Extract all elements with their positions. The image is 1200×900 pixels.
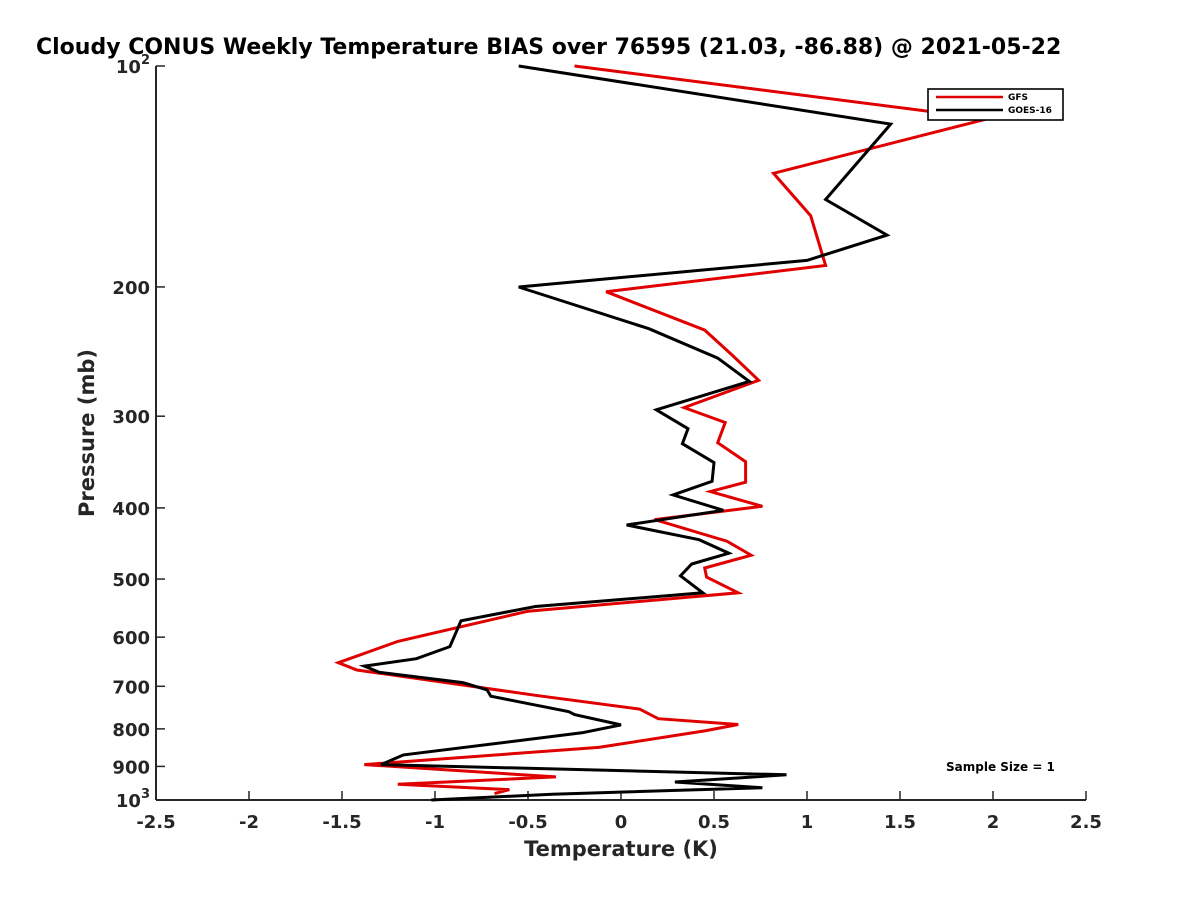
x-tick-label: -1 <box>425 812 445 833</box>
y-tick-base: 10 <box>116 791 141 812</box>
x-tick-label: -1.5 <box>322 812 361 833</box>
legend-box <box>927 88 1064 121</box>
series-lines <box>334 64 988 802</box>
x-axis-label: Temperature (K) <box>524 837 718 861</box>
plot-area: -2.5 -2 -1.5 -1 -0.5 0 0.5 1 1.5 2 2.5 10220030040… <box>112 53 1102 833</box>
y-tick-label: 500 <box>112 570 150 591</box>
x-tick-label: 0 <box>615 812 628 833</box>
y-tick-label: 103 <box>116 787 150 812</box>
y-tick-label: 800 <box>112 720 150 741</box>
y-tick-label: 900 <box>112 757 150 778</box>
x-tick-label: 2.5 <box>1070 812 1102 833</box>
x-tick-label: 0.5 <box>698 812 730 833</box>
series-line-goes16 <box>358 64 894 802</box>
y-axis-label: Pressure (mb) <box>75 349 99 517</box>
y-tick-label: 300 <box>112 407 150 428</box>
y-tick-label: 700 <box>112 677 150 698</box>
y-tick-label: 200 <box>112 278 150 299</box>
series-line-gfs <box>334 64 988 796</box>
x-ticks: -2.5 -2 -1.5 -1 -0.5 0 0.5 1 1.5 2 2.5 <box>136 791 1102 833</box>
x-tick-label: 1.5 <box>884 812 916 833</box>
legend-label-gfs: GFS <box>1008 93 1028 103</box>
y-tick-exponent: 2 <box>141 53 150 68</box>
x-tick-label: -0.5 <box>508 812 547 833</box>
y-tick-base: 10 <box>116 57 141 78</box>
legend-label-goes16: GOES-16 <box>1008 106 1052 116</box>
y-tick-label: 102 <box>116 53 150 78</box>
sample-size-annotation: Sample Size = 1 <box>946 760 1055 774</box>
x-tick-label: 1 <box>801 812 814 833</box>
x-tick-label: 2 <box>987 812 1000 833</box>
legend: GFS GOES-16 <box>927 88 1064 121</box>
chart-title: Cloudy CONUS Weekly Temperature BIAS ove… <box>36 35 1061 60</box>
y-tick-label: 400 <box>112 499 150 520</box>
x-tick-label: -2 <box>239 812 259 833</box>
y-tick-label: 600 <box>112 628 150 649</box>
y-tick-exponent: 3 <box>141 787 150 802</box>
x-tick-label: -2.5 <box>136 812 175 833</box>
